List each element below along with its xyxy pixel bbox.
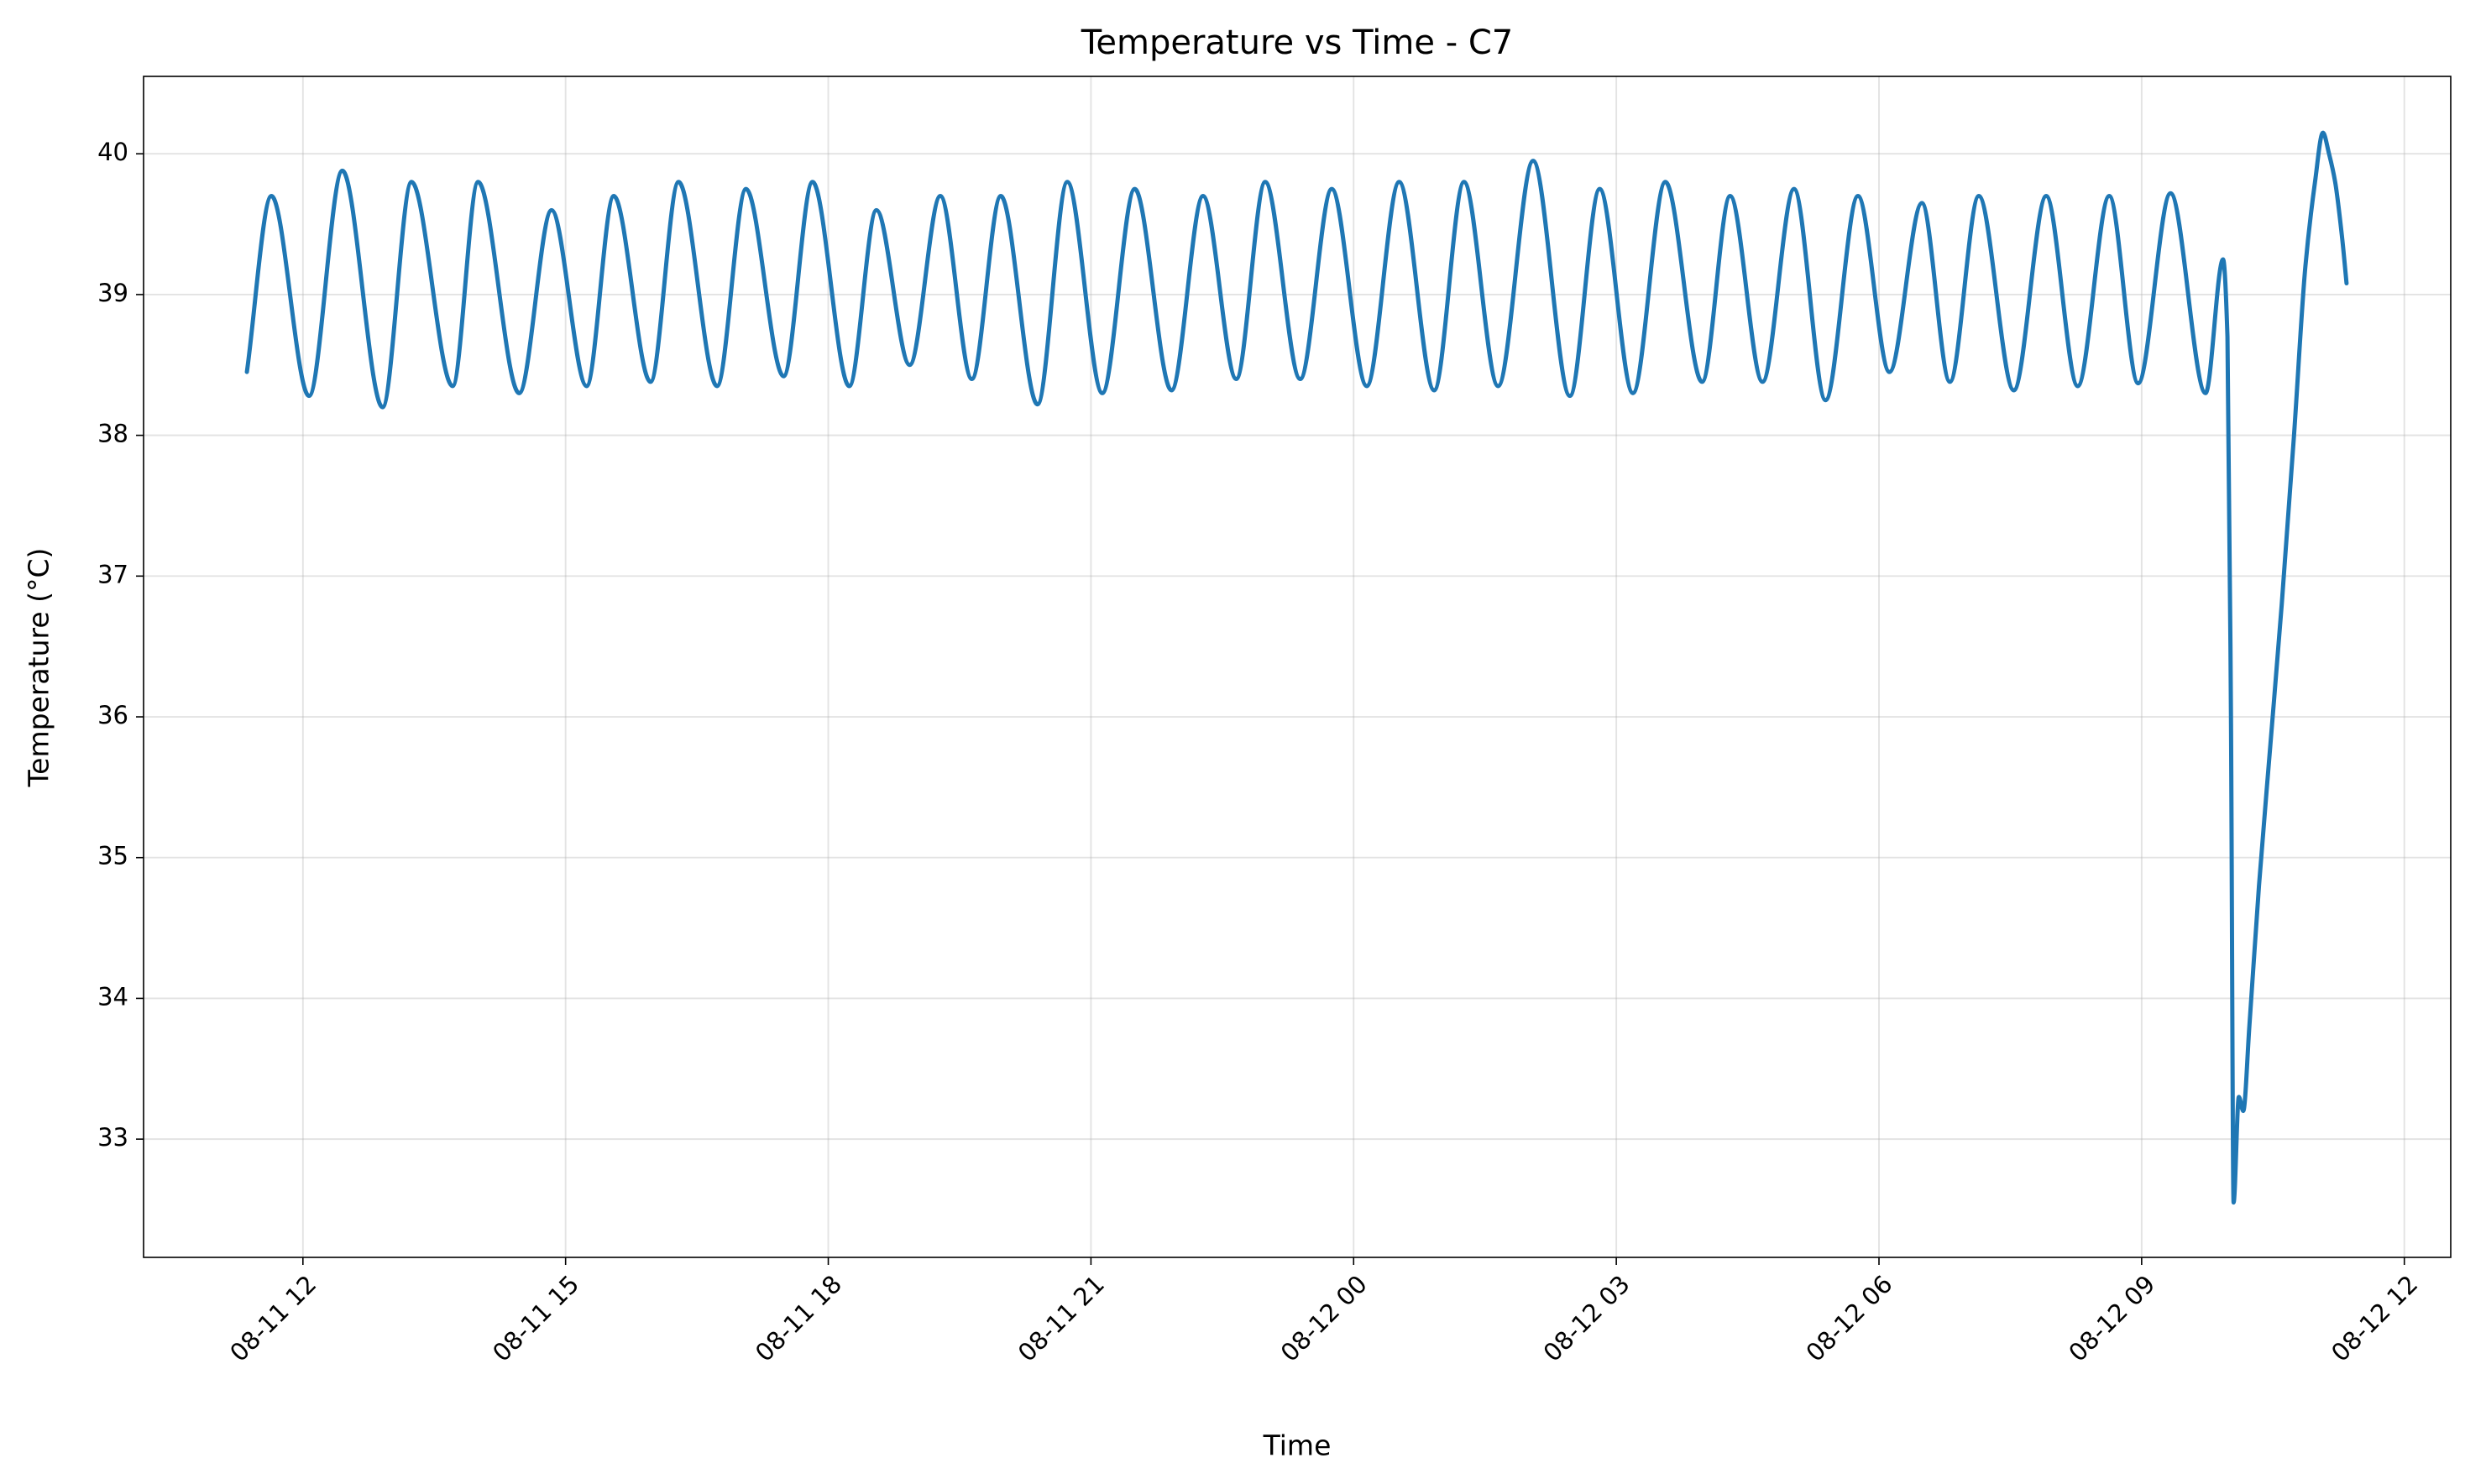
x-tick-label: 08-12 09: [2063, 1270, 2160, 1367]
y-tick-label: 36: [97, 701, 128, 729]
x-tick-label: 08-11 15: [487, 1270, 584, 1367]
x-axis-label: Time: [1263, 1429, 1332, 1462]
data-line: [244, 130, 2349, 1205]
y-tick-label: 38: [97, 420, 128, 448]
x-tick-label: 08-12 03: [1537, 1270, 1635, 1367]
x-tick-label: 08-11 18: [750, 1270, 847, 1367]
y-tick-label: 39: [97, 279, 128, 307]
y-tick-label: 33: [97, 1123, 128, 1152]
x-tick-label: 08-12 00: [1275, 1270, 1373, 1367]
x-tick-label: 08-12 12: [2326, 1270, 2423, 1367]
x-tick-label: 08-12 06: [1800, 1270, 1897, 1367]
y-axis-label: Temperature (°C): [23, 548, 55, 788]
y-tick-label: 35: [97, 842, 128, 870]
y-tick-label: 37: [97, 560, 128, 588]
plot-frame: [143, 76, 2452, 1258]
y-tick-label: 34: [97, 982, 128, 1011]
chart-title: Temperature vs Time - C7: [1081, 24, 1513, 62]
y-tick-label: 40: [97, 138, 128, 166]
x-tick-label: 08-11 21: [1013, 1270, 1110, 1367]
x-tick-label: 08-11 12: [224, 1270, 322, 1367]
